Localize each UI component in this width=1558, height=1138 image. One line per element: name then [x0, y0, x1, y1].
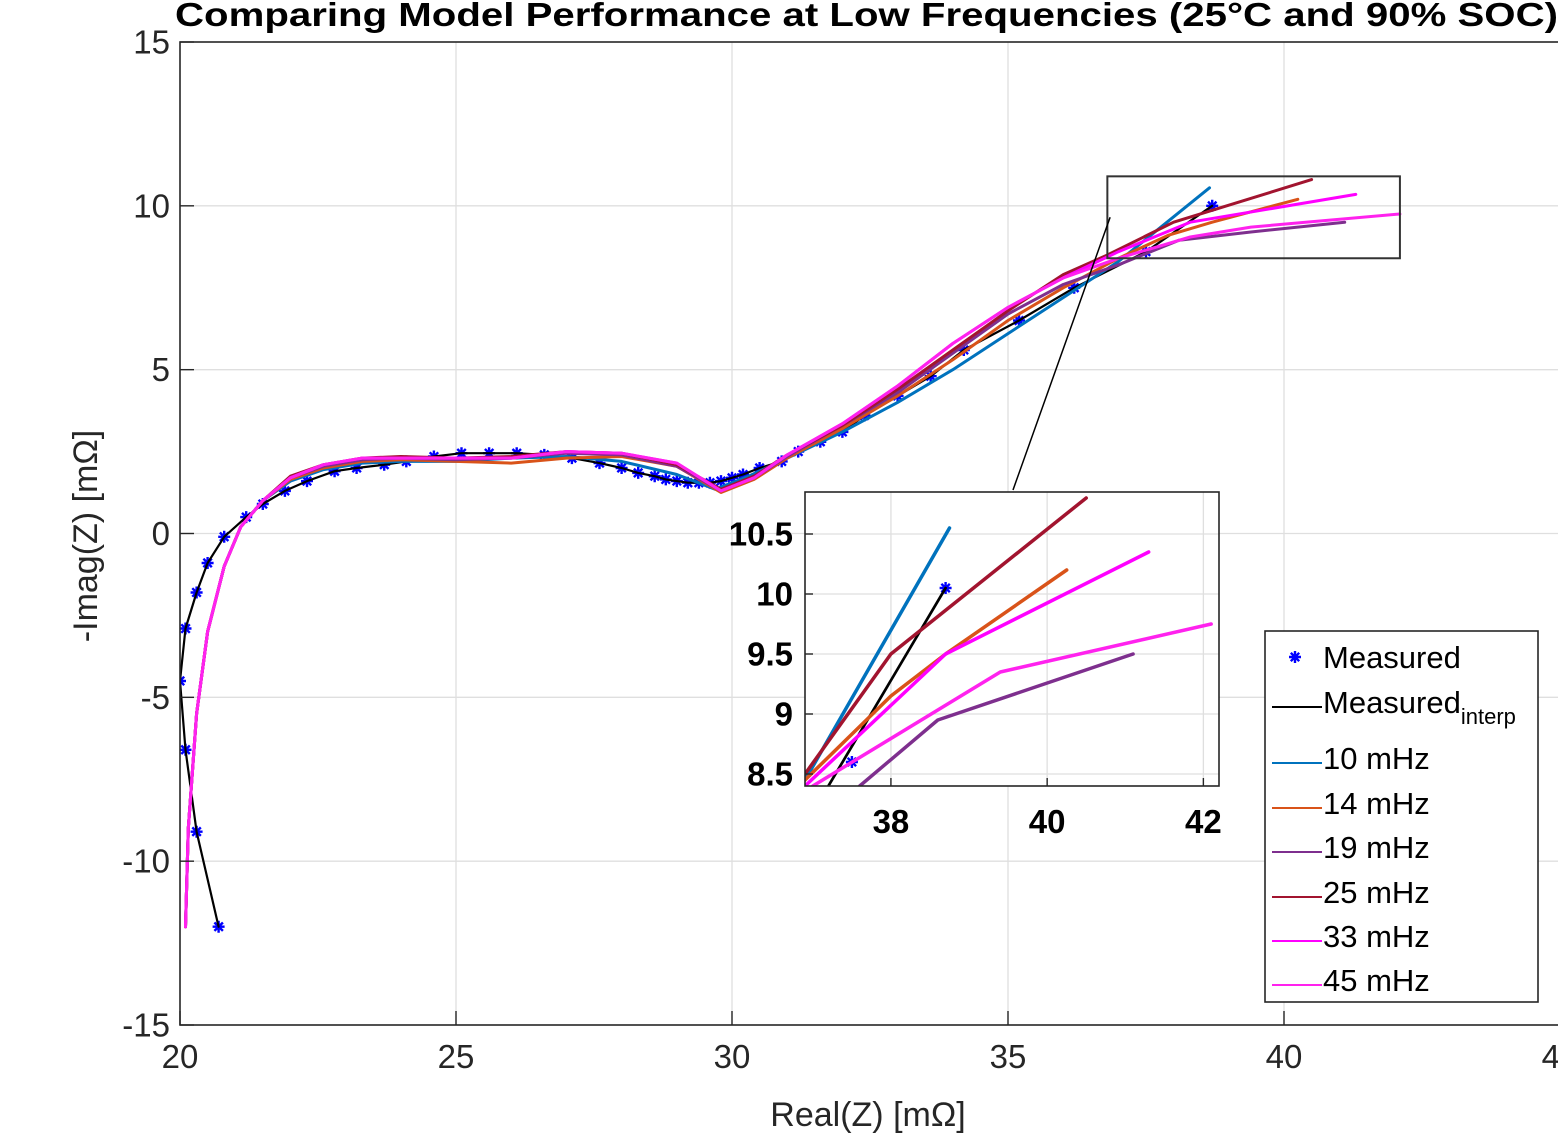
legend-label-5: 25 mHz: [1323, 875, 1430, 910]
main-x-tick-label: 40: [1266, 1038, 1303, 1075]
inset-axes-frame: [804, 491, 1220, 787]
inset-y-tick-label: 8.5: [747, 756, 793, 793]
main-y-tick-label: -15: [122, 1007, 170, 1044]
legend-label-2: 10 mHz: [1323, 741, 1430, 776]
zoom-connector-line: [1012, 217, 1111, 491]
inset-background: [805, 492, 1219, 786]
main-x-tick-label: 25: [438, 1038, 475, 1075]
chart-title: Comparing Model Performance at Low Frequ…: [175, 0, 1558, 33]
legend-marker-measured: [1289, 651, 1301, 663]
main-x-tick-label: 20: [162, 1038, 199, 1075]
main-y-tick-label: 10: [133, 187, 170, 224]
inset-series-line-4: [857, 652, 1135, 786]
zoom-region-box: [1012, 175, 1401, 491]
inset-plot-area: 38 40 42 8.5 9 9.5 10 10.5: [729, 491, 1222, 840]
main-y-tick-label: -5: [141, 679, 170, 716]
inset-series-line-7: [811, 622, 1213, 786]
inset-x-tick-label: 40: [1029, 803, 1066, 840]
main-x-tick-label: 45: [1542, 1038, 1558, 1075]
inset-x-tick-label: 42: [1185, 803, 1222, 840]
main-y-tick-label: -10: [122, 843, 170, 880]
main-x-tick-label: 35: [990, 1038, 1027, 1075]
inset-x-tick-label: 38: [873, 803, 910, 840]
y-axis-label: -Imag(Z) [mΩ]: [67, 430, 105, 642]
inset-series-line-6: [805, 550, 1151, 786]
legend-label-3: 14 mHz: [1323, 786, 1430, 821]
main-y-tick-label: 5: [152, 351, 170, 388]
inset-y-tick-label: 9: [775, 696, 793, 733]
legend-label-6: 33 mHz: [1323, 919, 1430, 954]
inset-series-line-3: [805, 568, 1069, 782]
legend-label-4: 19 mHz: [1323, 830, 1430, 865]
inset-series-line-5: [805, 496, 1088, 776]
inset-y-tick-label: 10: [756, 576, 793, 613]
legend-label-7: 45 mHz: [1323, 963, 1430, 998]
main-x-tick-label: 30: [714, 1038, 751, 1075]
legend-label-0: Measured: [1323, 640, 1461, 675]
main-series-line-7: [184, 212, 1402, 929]
zoom-rectangle: [1106, 175, 1401, 260]
inset-y-tick-label: 10.5: [729, 516, 793, 553]
main-y-tick-label: 15: [133, 24, 170, 61]
x-axis-label: Real(Z) [mΩ]: [770, 1096, 965, 1133]
inset-series-line-1: [827, 586, 947, 786]
main-y-tick-label: 0: [152, 515, 170, 552]
inset-y-tick-label: 9.5: [747, 636, 793, 673]
